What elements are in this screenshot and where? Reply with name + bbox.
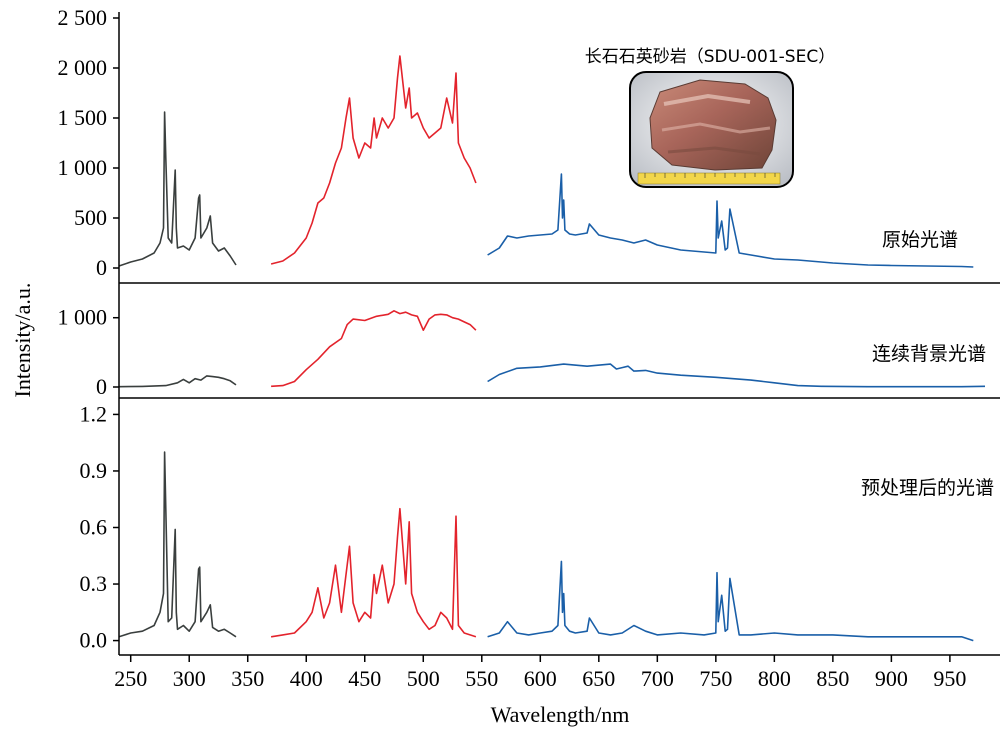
scale-ruler xyxy=(637,172,781,185)
sample-photo xyxy=(629,71,794,188)
x-tick-label: 800 xyxy=(758,666,791,691)
panel-processed-y-ticks: 0.0 0.3 0.6 0.9 1.2 xyxy=(80,401,119,653)
y-tick-label: 0.3 xyxy=(80,571,108,596)
series-line-nir-panel-1 xyxy=(487,363,986,388)
x-tick-label: 250 xyxy=(114,666,147,691)
x-axis-label: Wavelength/nm xyxy=(491,702,630,727)
panel-processed-label: 预处理后的光谱 xyxy=(861,477,994,499)
x-axis-ticks: 250 300 350 400 450 500 550 600 650 700 750 800 850 9… xyxy=(114,655,966,691)
panel-background-y-ticks: 0 1 000 xyxy=(58,305,119,399)
x-tick-label: 950 xyxy=(933,666,966,691)
y-tick-label: 2 000 xyxy=(58,55,108,80)
x-tick-label: 700 xyxy=(641,666,674,691)
rock-sample-image xyxy=(649,79,777,171)
series-line-uv-panel-0 xyxy=(118,111,237,267)
x-tick-label: 750 xyxy=(699,666,732,691)
series-line-visible-panel-0 xyxy=(270,55,477,265)
series-line-nir-panel-2 xyxy=(487,560,974,642)
x-tick-label: 450 xyxy=(348,666,381,691)
x-tick-label: 500 xyxy=(407,666,440,691)
y-tick-label: 0 xyxy=(96,374,107,399)
panel-processed-series xyxy=(118,451,974,642)
series-line-nir-panel-0 xyxy=(487,173,974,268)
x-tick-label: 650 xyxy=(582,666,615,691)
series-line-uv-panel-1 xyxy=(118,375,237,388)
panel-raw-y-ticks: 0 500 1 000 1 500 2 000 2 500 xyxy=(58,5,119,280)
y-tick-label: 1 000 xyxy=(58,155,108,180)
y-tick-label: 500 xyxy=(74,205,107,230)
panel-raw-series xyxy=(118,55,974,268)
y-tick-label: 0.0 xyxy=(80,628,108,653)
y-tick-label: 0 xyxy=(96,255,107,280)
x-tick-label: 400 xyxy=(290,666,323,691)
panel-raw-label: 原始光谱 xyxy=(882,229,958,251)
x-tick-label: 600 xyxy=(524,666,557,691)
series-line-visible-panel-1 xyxy=(271,310,477,388)
y-tick-label: 2 500 xyxy=(58,5,108,30)
x-tick-label: 300 xyxy=(173,666,206,691)
panel-background-spectrum: 0 1 000 连续背景光谱 xyxy=(58,305,987,399)
x-tick-label: 350 xyxy=(231,666,264,691)
series-line-uv-panel-2 xyxy=(118,451,237,638)
panel-background-series xyxy=(118,310,986,388)
y-tick-label: 1 000 xyxy=(58,305,108,330)
y-tick-label: 0.9 xyxy=(80,458,108,483)
y-tick-label: 0.6 xyxy=(80,515,108,540)
series-line-visible-panel-2 xyxy=(270,507,477,638)
x-tick-label: 550 xyxy=(465,666,498,691)
y-tick-label: 1 500 xyxy=(58,105,108,130)
panel-background-label: 连续背景光谱 xyxy=(872,343,986,365)
sample-caption: 长石石英砂岩（SDU-001-SEC） xyxy=(585,47,835,67)
y-axis-label: Intensity/a.u. xyxy=(10,283,35,398)
panel-processed-spectrum: 0.0 0.3 0.6 0.9 1.2 预处理后的光谱 xyxy=(80,401,995,652)
y-tick-label: 1.2 xyxy=(80,401,108,426)
x-tick-label: 850 xyxy=(816,666,849,691)
panel-raw-spectrum: 0 500 1 000 1 500 2 000 2 500 原始光谱 xyxy=(58,5,974,280)
x-tick-label: 900 xyxy=(875,666,908,691)
